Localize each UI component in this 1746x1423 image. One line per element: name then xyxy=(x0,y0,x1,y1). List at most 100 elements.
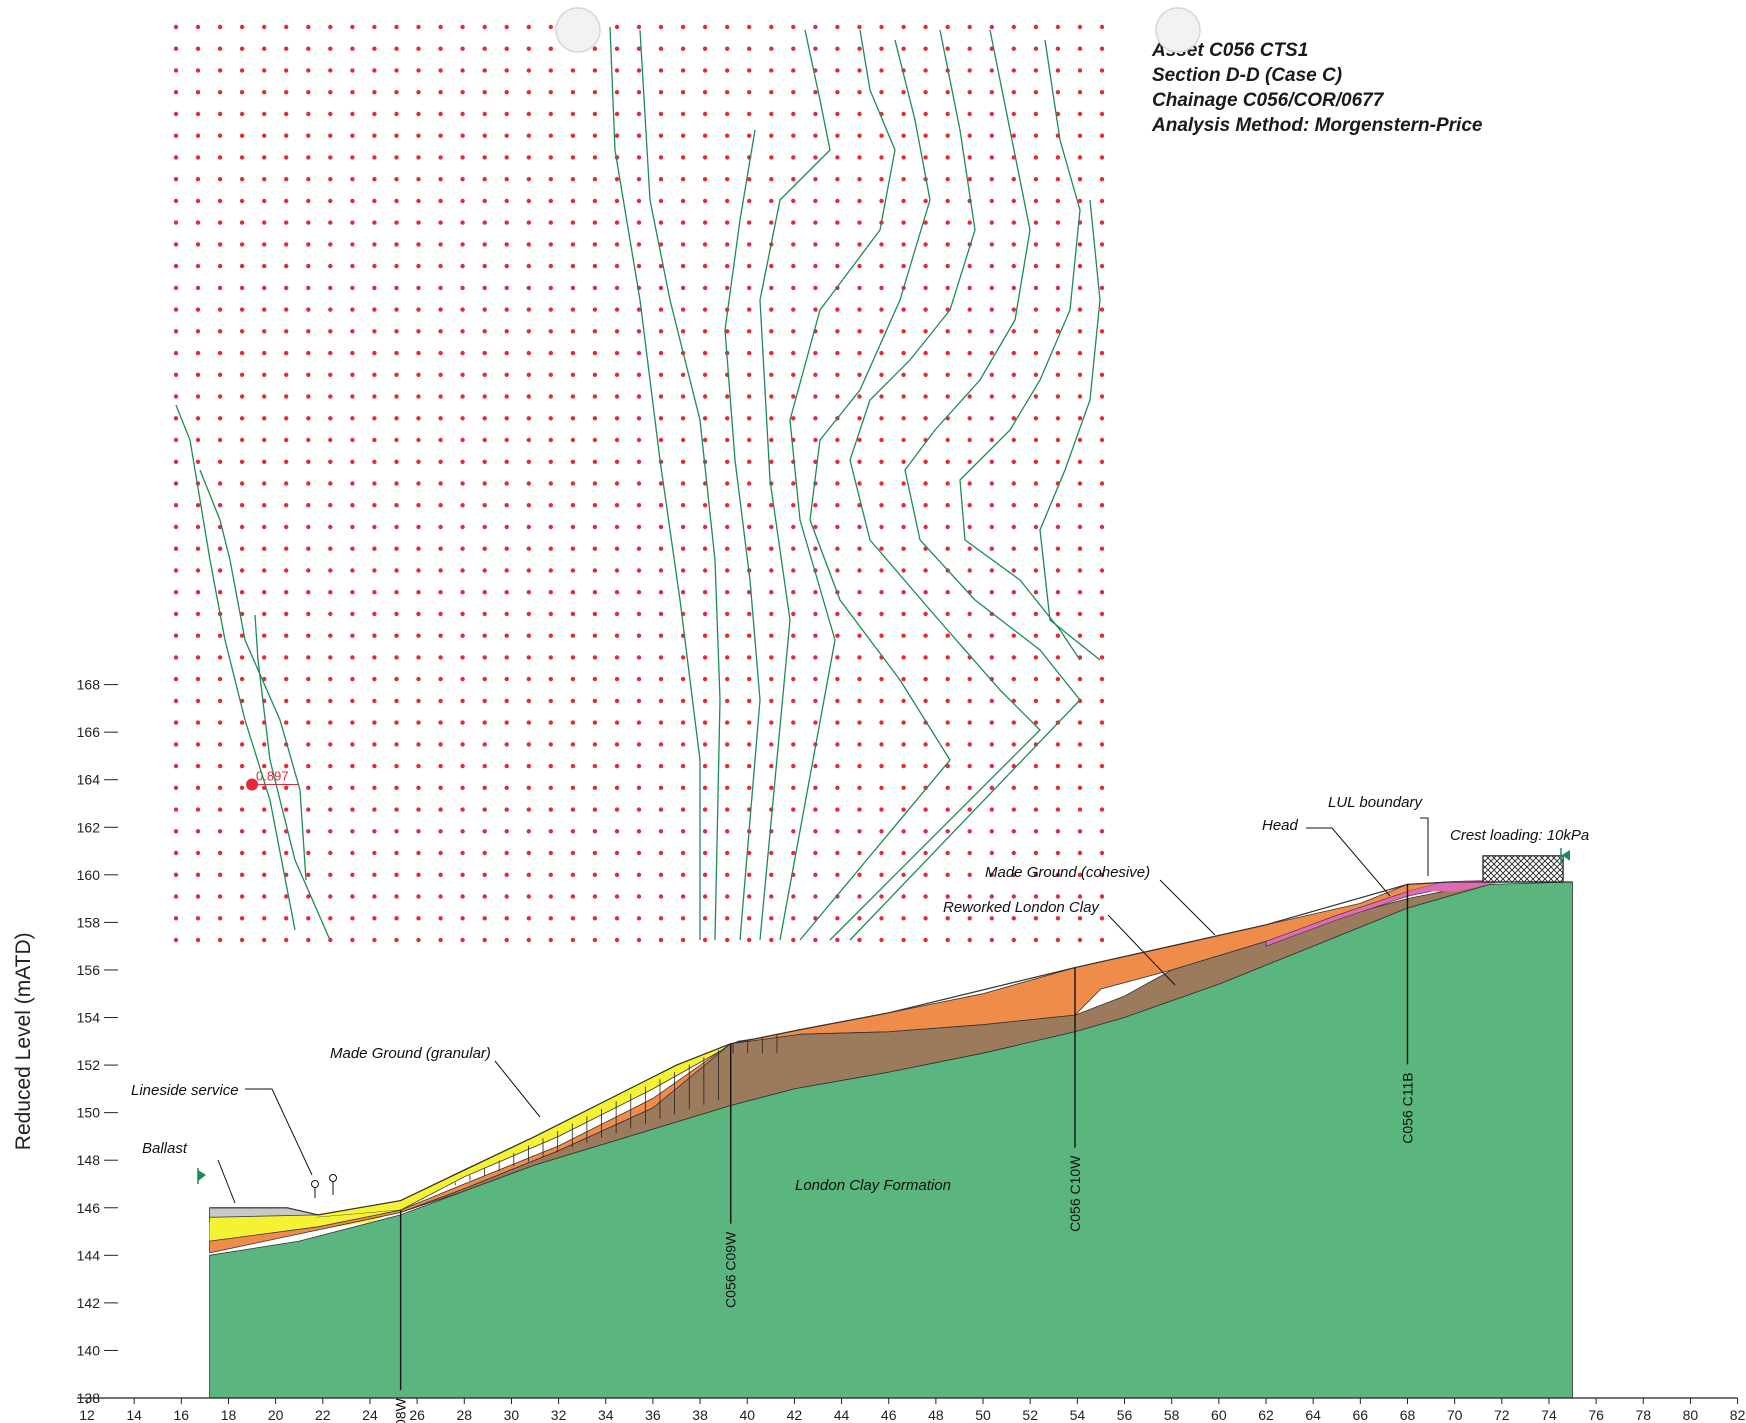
grid-point xyxy=(1011,394,1016,399)
title-block: Asset C056 CTS1 Section D-D (Case C) Cha… xyxy=(1152,38,1482,138)
grid-point xyxy=(504,829,509,834)
grid-point xyxy=(217,416,223,421)
grid-point xyxy=(857,590,862,595)
grid-point xyxy=(262,177,267,182)
grid-point xyxy=(173,285,179,291)
x-tick-label: 20 xyxy=(268,1407,284,1423)
grid-point xyxy=(460,524,465,530)
grid-point xyxy=(526,133,531,138)
grid-point xyxy=(614,524,620,530)
grid-point xyxy=(548,24,553,30)
grid-point xyxy=(526,459,531,464)
grid-point xyxy=(1033,46,1039,51)
grid-point xyxy=(702,655,708,660)
grid-point xyxy=(835,503,840,508)
grid-point xyxy=(989,111,994,117)
x-tick-label: 46 xyxy=(881,1407,897,1423)
grid-point xyxy=(1033,111,1039,117)
grid-point xyxy=(570,90,576,95)
grid-point xyxy=(747,350,752,356)
grid-point xyxy=(438,46,443,51)
grid-point xyxy=(328,329,333,334)
grid-point xyxy=(614,68,620,73)
grid-point xyxy=(680,177,686,182)
grid-point xyxy=(967,394,972,399)
grid-point xyxy=(284,90,289,95)
grid-point xyxy=(217,372,223,377)
grid-point xyxy=(394,133,399,138)
grid-point xyxy=(1099,633,1105,638)
grid-point xyxy=(813,372,818,377)
grid-point xyxy=(769,285,774,291)
grid-point xyxy=(747,611,752,617)
grid-point xyxy=(372,568,377,573)
grid-point xyxy=(1033,285,1039,291)
grid-point xyxy=(173,372,179,377)
grid-point xyxy=(857,307,862,312)
grid-point xyxy=(967,785,972,790)
grid-point xyxy=(813,850,818,856)
grid-point xyxy=(813,198,818,204)
grid-point xyxy=(195,742,201,747)
grid-point xyxy=(217,307,223,312)
grid-point xyxy=(680,437,686,443)
grid-point xyxy=(504,263,509,269)
grid-point xyxy=(570,720,576,725)
grid-point xyxy=(680,307,686,312)
grid-point xyxy=(923,916,928,921)
grid-point xyxy=(394,937,399,943)
grid-point xyxy=(658,763,664,769)
grid-point xyxy=(328,285,333,291)
grid-point xyxy=(725,524,730,530)
grid-point xyxy=(680,568,686,573)
x-tick-label: 58 xyxy=(1164,1407,1180,1423)
grid-point xyxy=(967,524,972,530)
grid-point xyxy=(548,894,553,899)
grid-point xyxy=(901,177,906,182)
grid-point xyxy=(901,90,906,95)
y-tick-label: 160 xyxy=(77,867,101,883)
grid-point xyxy=(262,590,267,595)
grid-point xyxy=(372,24,377,30)
grid-point xyxy=(438,590,443,595)
grid-point xyxy=(482,546,487,551)
x-tick-label: 22 xyxy=(315,1407,331,1423)
grid-point xyxy=(791,698,796,704)
grid-point xyxy=(217,590,223,595)
grid-point xyxy=(702,350,708,356)
grid-point xyxy=(901,329,906,334)
grid-point xyxy=(416,763,421,769)
grid-point xyxy=(504,307,509,312)
grid-point xyxy=(1077,133,1083,138)
grid-point xyxy=(636,611,642,617)
grid-point xyxy=(482,590,487,595)
axes: 12 14 16 18 20 22 24 26 28 30 32 34 36 38 40 42 44 46 48 50… xyxy=(12,677,1746,1423)
grid-point xyxy=(350,590,355,595)
label-head: Head xyxy=(1262,817,1299,834)
fos-contour-line xyxy=(849,29,1081,941)
grid-point xyxy=(217,111,223,117)
grid-point xyxy=(1033,24,1039,30)
grid-point xyxy=(791,372,796,377)
grid-point xyxy=(1055,263,1061,269)
grid-point xyxy=(945,611,950,617)
grid-point xyxy=(284,676,289,682)
grid-point xyxy=(1033,459,1039,464)
grid-point xyxy=(901,307,906,312)
grid-point xyxy=(372,894,377,899)
grid-point xyxy=(328,263,333,269)
grid-point xyxy=(239,524,245,530)
grid-point xyxy=(835,720,840,725)
x-tick-label: 12 xyxy=(79,1407,95,1423)
grid-point xyxy=(680,24,686,30)
grid-point xyxy=(526,807,531,812)
grid-point xyxy=(592,372,598,377)
grid-point xyxy=(702,263,708,269)
grid-point xyxy=(504,437,509,443)
grid-point xyxy=(548,46,553,51)
grid-point xyxy=(217,155,223,160)
grid-point xyxy=(416,177,421,182)
grid-point xyxy=(416,68,421,73)
x-tick-label: 18 xyxy=(221,1407,237,1423)
grid-point xyxy=(989,307,994,312)
